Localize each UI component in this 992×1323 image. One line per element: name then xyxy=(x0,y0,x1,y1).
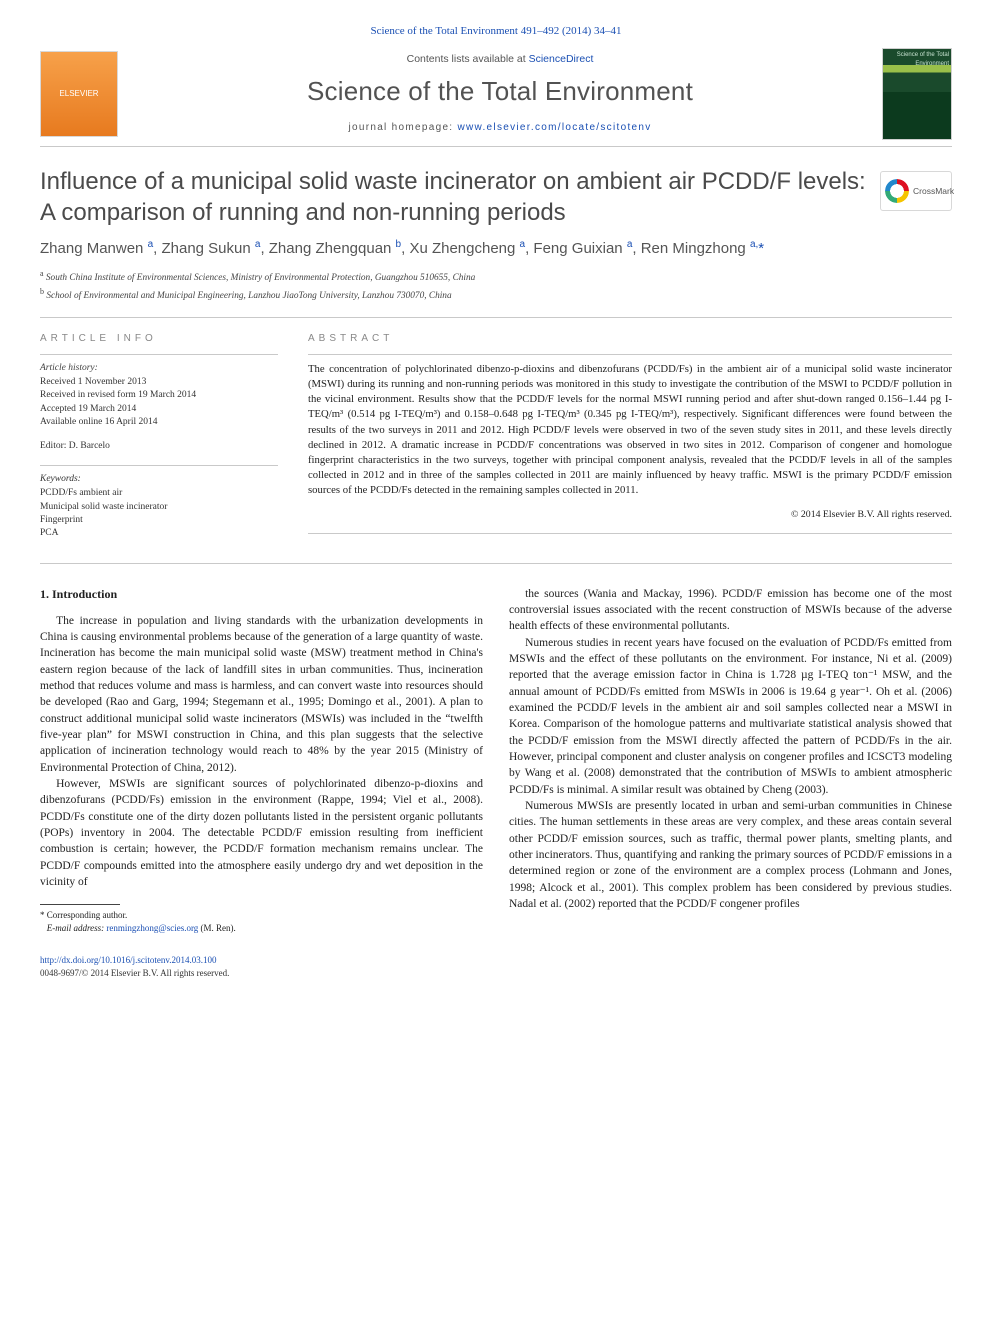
info-rule xyxy=(40,354,278,355)
abstract-text: The concentration of polychlorinated dib… xyxy=(308,362,952,499)
contents-line: Contents lists available at ScienceDirec… xyxy=(132,52,868,67)
body-two-columns: 1. Introduction The increase in populati… xyxy=(40,586,952,935)
email-link[interactable]: renmingzhong@scies.org xyxy=(106,923,198,933)
footnotes: * Corresponding author. E-mail address: … xyxy=(40,909,483,934)
top-citation-link[interactable]: Science of the Total Environment 491–492… xyxy=(40,24,952,40)
email-line: E-mail address: renmingzhong@scies.org (… xyxy=(40,922,483,935)
keyword-4: PCA xyxy=(40,527,278,540)
abstract-copyright: © 2014 Elsevier B.V. All rights reserved… xyxy=(308,508,952,522)
intro-p4: Numerous studies in recent years have fo… xyxy=(509,635,952,798)
abstract-rule xyxy=(308,354,952,355)
elsevier-logo-text: ELSEVIER xyxy=(59,88,98,100)
issn-copyright: 0048-9697/© 2014 Elsevier B.V. All right… xyxy=(40,968,229,978)
doi-link[interactable]: http://dx.doi.org/10.1016/j.scitotenv.20… xyxy=(40,955,217,965)
abstract-rule-bottom xyxy=(308,533,952,534)
elsevier-logo: ELSEVIER xyxy=(40,51,118,137)
contents-prefix: Contents lists available at xyxy=(407,53,529,65)
affil-a: a South China Institute of Environmental… xyxy=(40,268,952,286)
intro-p5: Numerous MWSIs are presently located in … xyxy=(509,798,952,912)
editor-line: Editor: D. Barcelo xyxy=(40,440,278,454)
keyword-2: Municipal solid waste incinerator xyxy=(40,501,278,514)
history-revised: Received in revised form 19 March 2014 xyxy=(40,389,278,402)
crossmark-icon xyxy=(885,179,909,203)
footnote-rule xyxy=(40,904,120,905)
article-history: Article history: Received 1 November 201… xyxy=(40,362,278,429)
article-info-heading: ARTICLE INFO xyxy=(40,332,278,347)
history-heading: Article history: xyxy=(40,362,278,375)
history-online: Available online 16 April 2014 xyxy=(40,416,278,429)
email-suffix: (M. Ren). xyxy=(201,923,236,933)
affiliations: a South China Institute of Environmental… xyxy=(40,268,952,303)
keywords-heading: Keywords: xyxy=(40,473,278,486)
doi-block: http://dx.doi.org/10.1016/j.scitotenv.20… xyxy=(40,954,952,979)
crossmark-label: CrossMark xyxy=(913,185,954,197)
masthead: ELSEVIER Contents lists available at Sci… xyxy=(40,48,952,147)
corresponding-author: * Corresponding author. xyxy=(40,909,483,922)
info-rule-2 xyxy=(40,465,278,466)
keyword-1: PCDD/Fs ambient air xyxy=(40,487,278,500)
intro-p2: However, MSWIs are significant sources o… xyxy=(40,776,483,890)
abstract-column: ABSTRACT The concentration of polychlori… xyxy=(308,332,952,540)
title-row: Influence of a municipal solid waste inc… xyxy=(40,167,952,228)
homepage-line: journal homepage: www.elsevier.com/locat… xyxy=(132,121,868,136)
rule-above-info xyxy=(40,317,952,318)
authors-line: Zhang Manwen a, Zhang Sukun a, Zhang Zhe… xyxy=(40,238,952,260)
crossmark-badge[interactable]: CrossMark xyxy=(880,171,952,211)
email-label: E-mail address: xyxy=(47,923,104,933)
affil-b: b School of Environmental and Municipal … xyxy=(40,286,952,304)
masthead-center: Contents lists available at ScienceDirec… xyxy=(118,52,882,135)
rule-below-abstract xyxy=(40,563,952,564)
keyword-3: Fingerprint xyxy=(40,514,278,527)
intro-heading: 1. Introduction xyxy=(40,586,483,603)
top-citation-text: Science of the Total Environment 491–492… xyxy=(370,25,621,37)
article-info-column: ARTICLE INFO Article history: Received 1… xyxy=(40,332,278,540)
homepage-label: journal homepage: xyxy=(348,122,457,133)
article-title: Influence of a municipal solid waste inc… xyxy=(40,167,866,228)
journal-cover-thumbnail xyxy=(882,48,952,140)
intro-p1: The increase in population and living st… xyxy=(40,613,483,776)
abstract-heading: ABSTRACT xyxy=(308,332,952,347)
info-abstract-row: ARTICLE INFO Article history: Received 1… xyxy=(40,332,952,540)
homepage-link[interactable]: www.elsevier.com/locate/scitotenv xyxy=(457,122,651,133)
history-accepted: Accepted 19 March 2014 xyxy=(40,403,278,416)
keywords-block: Keywords: PCDD/Fs ambient air Municipal … xyxy=(40,473,278,540)
intro-p3: the sources (Wania and Mackay, 1996). PC… xyxy=(509,586,952,635)
history-received: Received 1 November 2013 xyxy=(40,376,278,389)
sciencedirect-link[interactable]: ScienceDirect xyxy=(529,53,594,65)
journal-name: Science of the Total Environment xyxy=(132,73,868,111)
